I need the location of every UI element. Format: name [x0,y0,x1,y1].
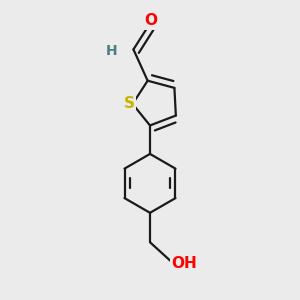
Text: O: O [144,14,157,28]
Text: S: S [124,96,135,111]
Text: H: H [106,44,118,58]
Text: OH: OH [172,256,197,272]
